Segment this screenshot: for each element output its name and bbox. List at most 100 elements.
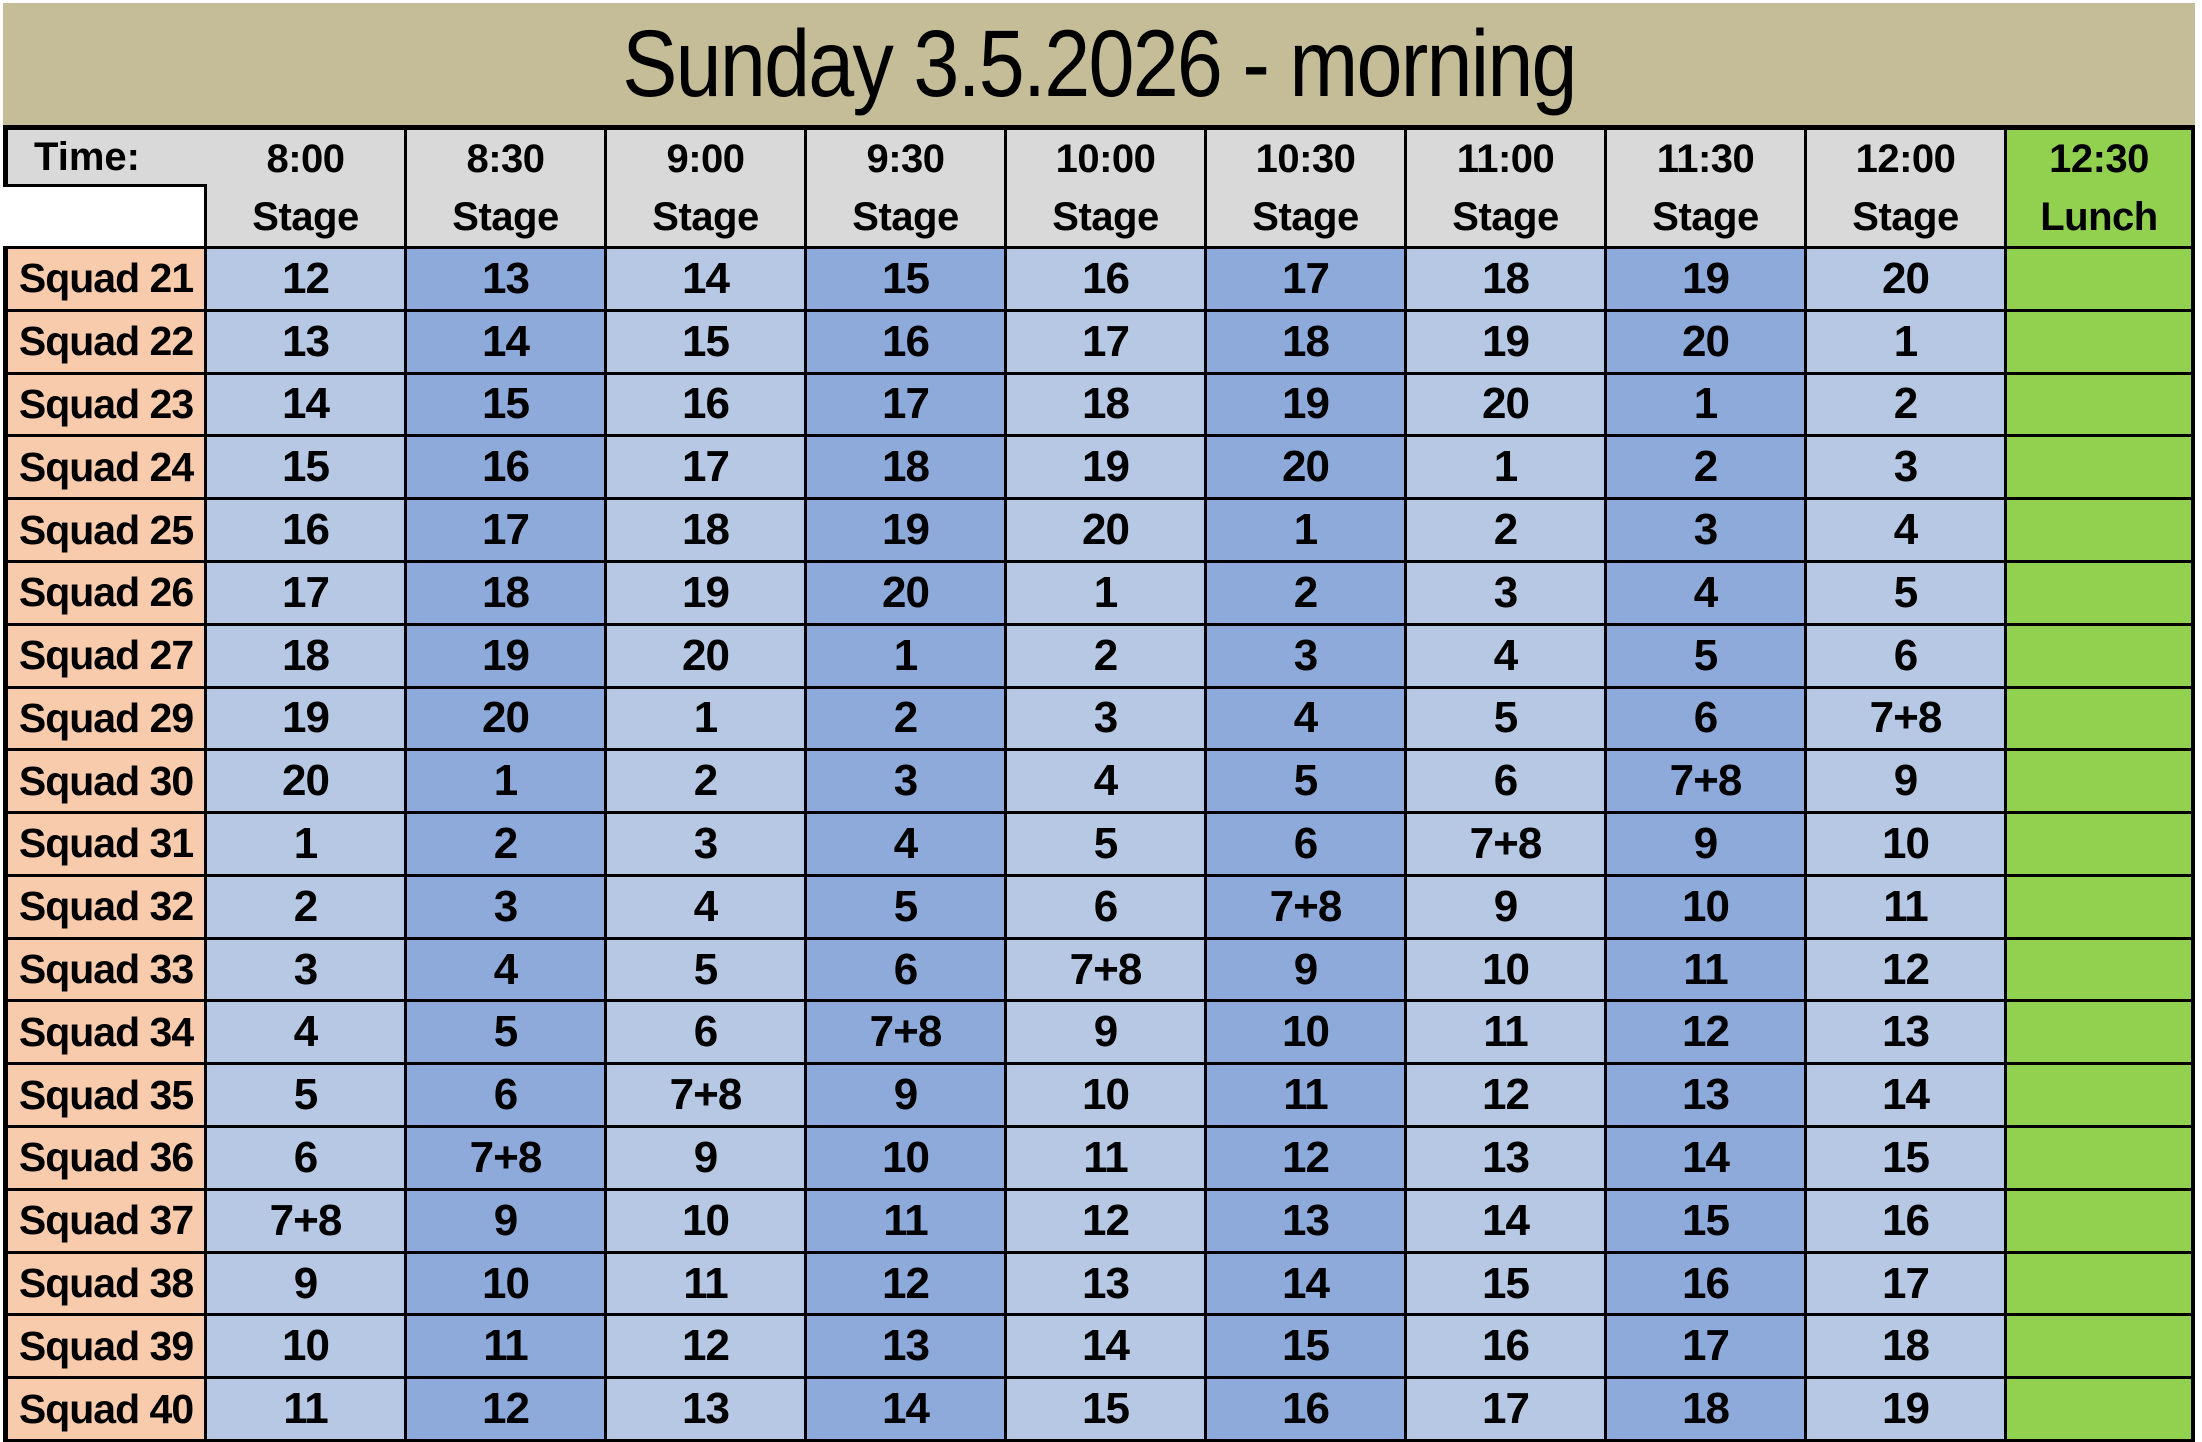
stage-cell: 13	[1407, 1128, 1607, 1191]
lunch-cell	[2007, 814, 2195, 877]
stage-cell: 18	[1207, 311, 1407, 375]
squad-label: Squad 40	[3, 1379, 207, 1442]
stage-cell: 15	[807, 249, 1007, 312]
stage-cell: 3	[1607, 500, 1807, 563]
stage-cell: 10	[1807, 814, 2007, 877]
column-sub: Stage	[1252, 194, 1359, 239]
squad-label: Squad 27	[3, 625, 207, 689]
lunch-label: Lunch	[2040, 194, 2158, 239]
stage-cell: 20	[1407, 374, 1607, 438]
stage-cell: 10	[1407, 939, 1607, 1003]
stage-cell: 15	[1607, 1190, 1807, 1254]
squad-label: Squad 36	[3, 1128, 207, 1191]
squad-label: Squad 21	[3, 249, 207, 312]
stage-cell: 10	[807, 1128, 1007, 1191]
stage-cell: 16	[1007, 249, 1207, 312]
stage-cell: 18	[1407, 249, 1607, 312]
stage-cell: 2	[207, 876, 407, 940]
stage-cell: 10	[207, 1316, 407, 1380]
lunch-cell	[2007, 1253, 2195, 1317]
stage-cell: 4	[607, 876, 807, 940]
stage-cell: 7+8	[1207, 876, 1407, 940]
column-time: 12:00	[1855, 136, 1956, 181]
stage-cell: 17	[407, 500, 607, 563]
stage-cell: 20	[1207, 437, 1407, 501]
schedule-table: Time: 8:00 Stage 8:30 Stage 9:00 Stage 9…	[3, 125, 2195, 1442]
stage-cell: 19	[1407, 311, 1607, 375]
stage-cell: 12	[1207, 1128, 1407, 1191]
lunch-cell	[2007, 311, 2195, 375]
stage-cell: 11	[607, 1253, 807, 1317]
squad-label: Squad 39	[3, 1316, 207, 1380]
stage-cell: 15	[1007, 1379, 1207, 1442]
stage-cell: 13	[607, 1379, 807, 1442]
stage-cell: 14	[607, 249, 807, 312]
stage-cell: 11	[207, 1379, 407, 1442]
stage-cell: 16	[1807, 1190, 2007, 1254]
stage-cell: 14	[1807, 1065, 2007, 1129]
stage-cell: 15	[1207, 1316, 1407, 1380]
stage-cell: 18	[207, 625, 407, 689]
stage-cell: 13	[807, 1316, 1007, 1380]
stage-cell: 14	[1607, 1128, 1807, 1191]
stage-cell: 20	[207, 751, 407, 815]
stage-cell: 11	[1807, 876, 2007, 940]
stage-cell: 3	[1407, 562, 1607, 626]
stage-cell: 2	[607, 751, 807, 815]
lunch-cell	[2007, 625, 2195, 689]
stage-cell: 4	[407, 939, 607, 1003]
squad-label: Squad 30	[3, 751, 207, 815]
stage-cell: 19	[807, 500, 1007, 563]
stage-cell: 20	[807, 562, 1007, 626]
stage-cell: 20	[407, 688, 607, 752]
stage-cell: 4	[1607, 562, 1807, 626]
stage-cell: 15	[207, 437, 407, 501]
stage-cell: 12	[607, 1316, 807, 1380]
stage-cell: 3	[607, 814, 807, 877]
stage-cell: 5	[1807, 562, 2007, 626]
column-header-1200: 12:00 Stage	[1807, 125, 2007, 249]
column-time: 8:30	[466, 136, 545, 181]
stage-cell: 1	[407, 751, 607, 815]
column-sub: Stage	[1052, 194, 1159, 239]
stage-cell: 17	[607, 437, 807, 501]
stage-cell: 10	[407, 1253, 607, 1317]
stage-cell: 18	[407, 562, 607, 626]
stage-cell: 15	[1407, 1253, 1607, 1317]
stage-cell: 6	[407, 1065, 607, 1129]
column-sub: Stage	[252, 194, 359, 239]
stage-cell: 1	[207, 814, 407, 877]
stage-cell: 19	[607, 562, 807, 626]
column-sub: Stage	[652, 194, 759, 239]
column-header-0930: 9:30 Stage	[807, 125, 1007, 249]
squad-label: Squad 33	[3, 939, 207, 1003]
stage-cell: 12	[1807, 939, 2007, 1003]
stage-cell: 9	[1007, 1002, 1207, 1066]
stage-cell: 10	[1607, 876, 1807, 940]
stage-cell: 5	[1007, 814, 1207, 877]
page-title: Sunday 3.5.2026 - morning	[622, 10, 1577, 117]
lunch-cell	[2007, 500, 2195, 563]
stage-cell: 6	[1207, 814, 1407, 877]
stage-cell: 16	[207, 500, 407, 563]
stage-cell: 6	[1007, 876, 1207, 940]
stage-cell: 11	[807, 1190, 1007, 1254]
stage-cell: 5	[1407, 688, 1607, 752]
stage-cell: 17	[207, 562, 407, 626]
stage-cell: 18	[1007, 374, 1207, 438]
column-sub: Stage	[1852, 194, 1959, 239]
lunch-column-header: 12:30 Lunch	[2007, 125, 2195, 249]
column-time: 10:30	[1255, 136, 1356, 181]
stage-cell: 4	[1007, 751, 1207, 815]
stage-cell: 15	[407, 374, 607, 438]
squad-label: Squad 37	[3, 1190, 207, 1254]
stage-cell: 10	[1007, 1065, 1207, 1129]
stage-cell: 18	[1607, 1379, 1807, 1442]
lunch-cell	[2007, 688, 2195, 752]
stage-cell: 2	[1207, 562, 1407, 626]
stage-cell: 7+8	[1407, 814, 1607, 877]
stage-cell: 20	[607, 625, 807, 689]
lunch-cell	[2007, 1002, 2195, 1066]
squad-label: Squad 32	[3, 876, 207, 940]
